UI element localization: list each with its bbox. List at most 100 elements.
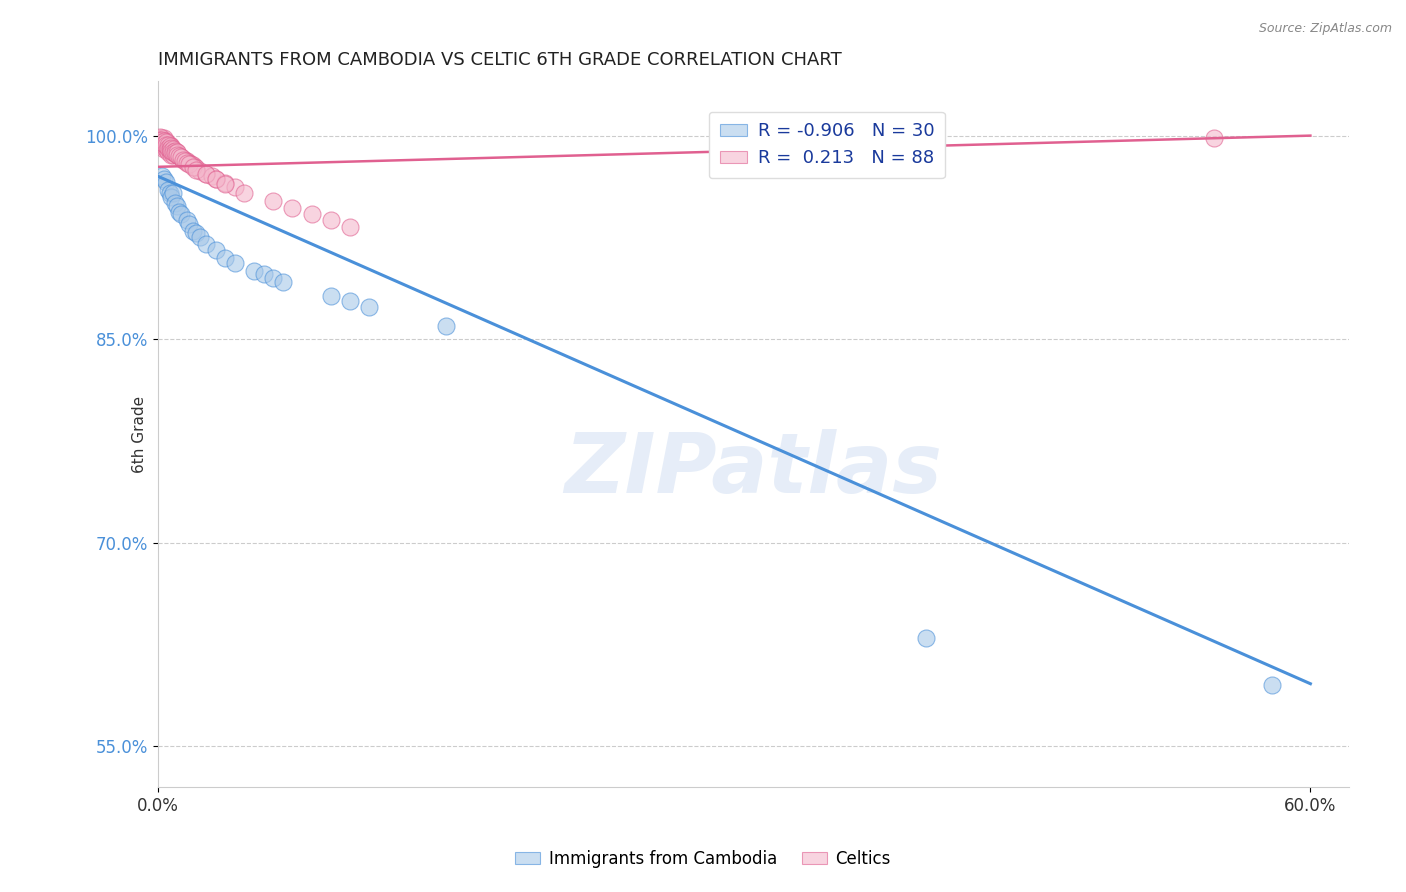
Point [188,164,211,178]
Point [156,139,179,153]
Point [166,147,188,161]
Point [156,136,179,151]
Point [152,131,174,145]
Point [152,134,174,148]
Point [172,153,194,167]
Point [149,136,172,151]
Point [166,145,188,159]
Text: ZIPatlas: ZIPatlas [564,429,942,510]
Point [149,130,172,145]
Point [186,162,208,177]
Point [150,136,173,150]
Point [160,145,183,159]
Point [1204,131,1226,145]
Point [319,212,342,227]
Point [180,157,202,171]
Point [214,178,236,192]
Point [149,133,172,147]
Point [160,144,183,158]
Point [172,152,194,166]
Point [162,186,184,200]
Point [195,167,218,181]
Point [186,161,208,176]
Point [160,142,183,156]
Point [155,134,177,148]
Point [188,230,211,244]
Legend: R = -0.906   N = 30, R =  0.213   N = 88: R = -0.906 N = 30, R = 0.213 N = 88 [709,112,945,178]
Point [162,142,184,156]
Point [152,136,174,151]
Point [155,136,177,150]
Point [434,318,457,333]
Point [165,196,187,211]
Text: Source: ZipAtlas.com: Source: ZipAtlas.com [1258,22,1392,36]
Point [149,131,172,145]
Point [155,175,177,189]
Point [166,145,188,159]
Point [170,150,193,164]
Point [224,180,246,194]
Point [155,136,177,151]
Point [166,147,188,161]
Point [176,212,198,227]
Point [183,160,205,174]
Point [156,183,179,197]
Point [152,139,174,153]
Point [177,155,200,169]
Point [170,207,193,221]
Point [156,141,179,155]
Point [162,147,184,161]
Point [174,153,197,167]
Point [156,145,179,159]
Point [167,149,190,163]
Point [165,146,187,161]
Point [167,149,190,163]
Point [214,176,236,190]
Point [149,134,172,148]
Point [339,219,361,234]
Legend: Immigrants from Cambodia, Celtics: Immigrants from Cambodia, Celtics [509,844,897,875]
Point [253,267,276,281]
Point [201,169,224,184]
Point [339,294,361,309]
Point [224,256,246,270]
Point [159,186,181,200]
Point [160,189,183,203]
Point [152,136,174,151]
Point [162,142,184,156]
Point [301,207,323,221]
Point [281,201,304,215]
Point [156,138,179,153]
Point [150,169,173,184]
Point [174,154,197,169]
Point [177,217,200,231]
Point [150,134,173,148]
Point [176,154,198,169]
Point [165,146,187,161]
Point [319,289,342,303]
Point [204,172,226,186]
Point [155,142,177,156]
Point [159,139,181,153]
Point [233,186,256,200]
Point [262,271,284,285]
Point [195,237,218,252]
Point [167,204,190,219]
Point [159,141,181,155]
Point [214,251,236,265]
Y-axis label: 6th Grade: 6th Grade [132,395,146,473]
Point [150,139,173,153]
Point [150,136,173,151]
Point [159,138,181,153]
Text: IMMIGRANTS FROM CAMBODIA VS CELTIC 6TH GRADE CORRELATION CHART: IMMIGRANTS FROM CAMBODIA VS CELTIC 6TH G… [157,51,842,69]
Point [262,194,284,208]
Point [156,142,179,156]
Point [160,147,183,161]
Point [162,145,184,159]
Point [150,133,173,147]
Point [243,264,266,278]
Point [271,275,294,289]
Point [159,142,181,156]
Point [155,138,177,153]
Point [1261,678,1284,692]
